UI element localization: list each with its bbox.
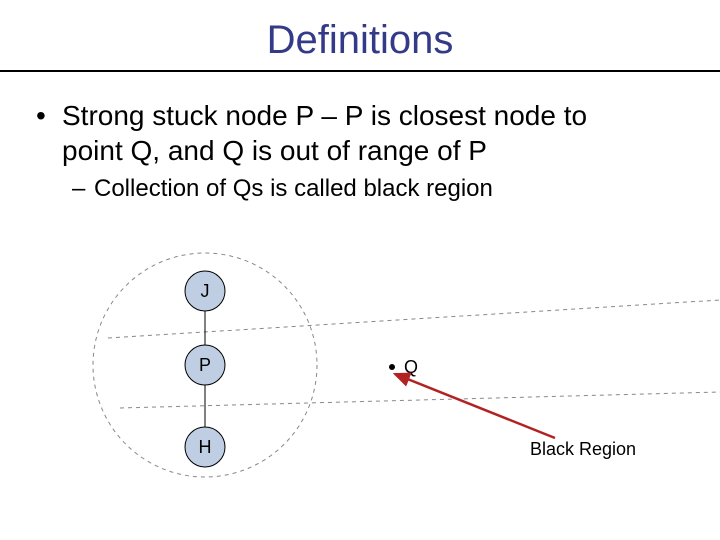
region-arrow [395, 374, 555, 438]
region-label: Black Region [530, 439, 636, 459]
cone-line-bottom [120, 392, 720, 408]
diagram-svg: J P H Q Black Region [0, 0, 720, 540]
node-p-label: P [199, 355, 211, 375]
q-point [389, 364, 395, 370]
node-h-label: H [199, 437, 212, 457]
q-label: Q [404, 357, 418, 377]
node-j-label: J [201, 281, 210, 301]
